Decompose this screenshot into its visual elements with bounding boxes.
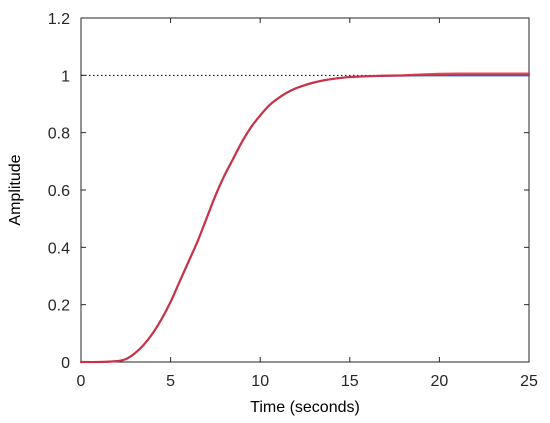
y-tick-label: 0.4 — [48, 240, 70, 257]
series-line-2 — [79, 72, 531, 364]
y-tick-label: 1.2 — [48, 11, 70, 28]
plot-area-frame — [80, 17, 530, 363]
axis-ticks — [80, 17, 530, 363]
y-tick-label: 1 — [61, 68, 70, 85]
x-axis-label: Time (seconds) — [250, 399, 360, 416]
x-tick-label: 5 — [166, 373, 175, 390]
x-tick-label: 10 — [251, 373, 269, 390]
y-tick-label: 0.2 — [48, 298, 70, 315]
series-lines — [79, 72, 531, 364]
y-tick-label: 0.6 — [48, 183, 70, 200]
x-tick-label: 0 — [77, 373, 86, 390]
y-tick-label: 0 — [61, 355, 70, 372]
axis-tick-labels: 0 5 10 15 20 25 0 0.2 0.4 0.6 0.8 1 1.2 — [48, 11, 538, 390]
y-tick-label: 0.8 — [48, 126, 70, 143]
x-tick-label: 25 — [520, 373, 538, 390]
x-tick-label: 15 — [341, 373, 359, 390]
y-axis-label: Amplitude — [7, 154, 24, 225]
x-tick-label: 20 — [431, 373, 449, 390]
